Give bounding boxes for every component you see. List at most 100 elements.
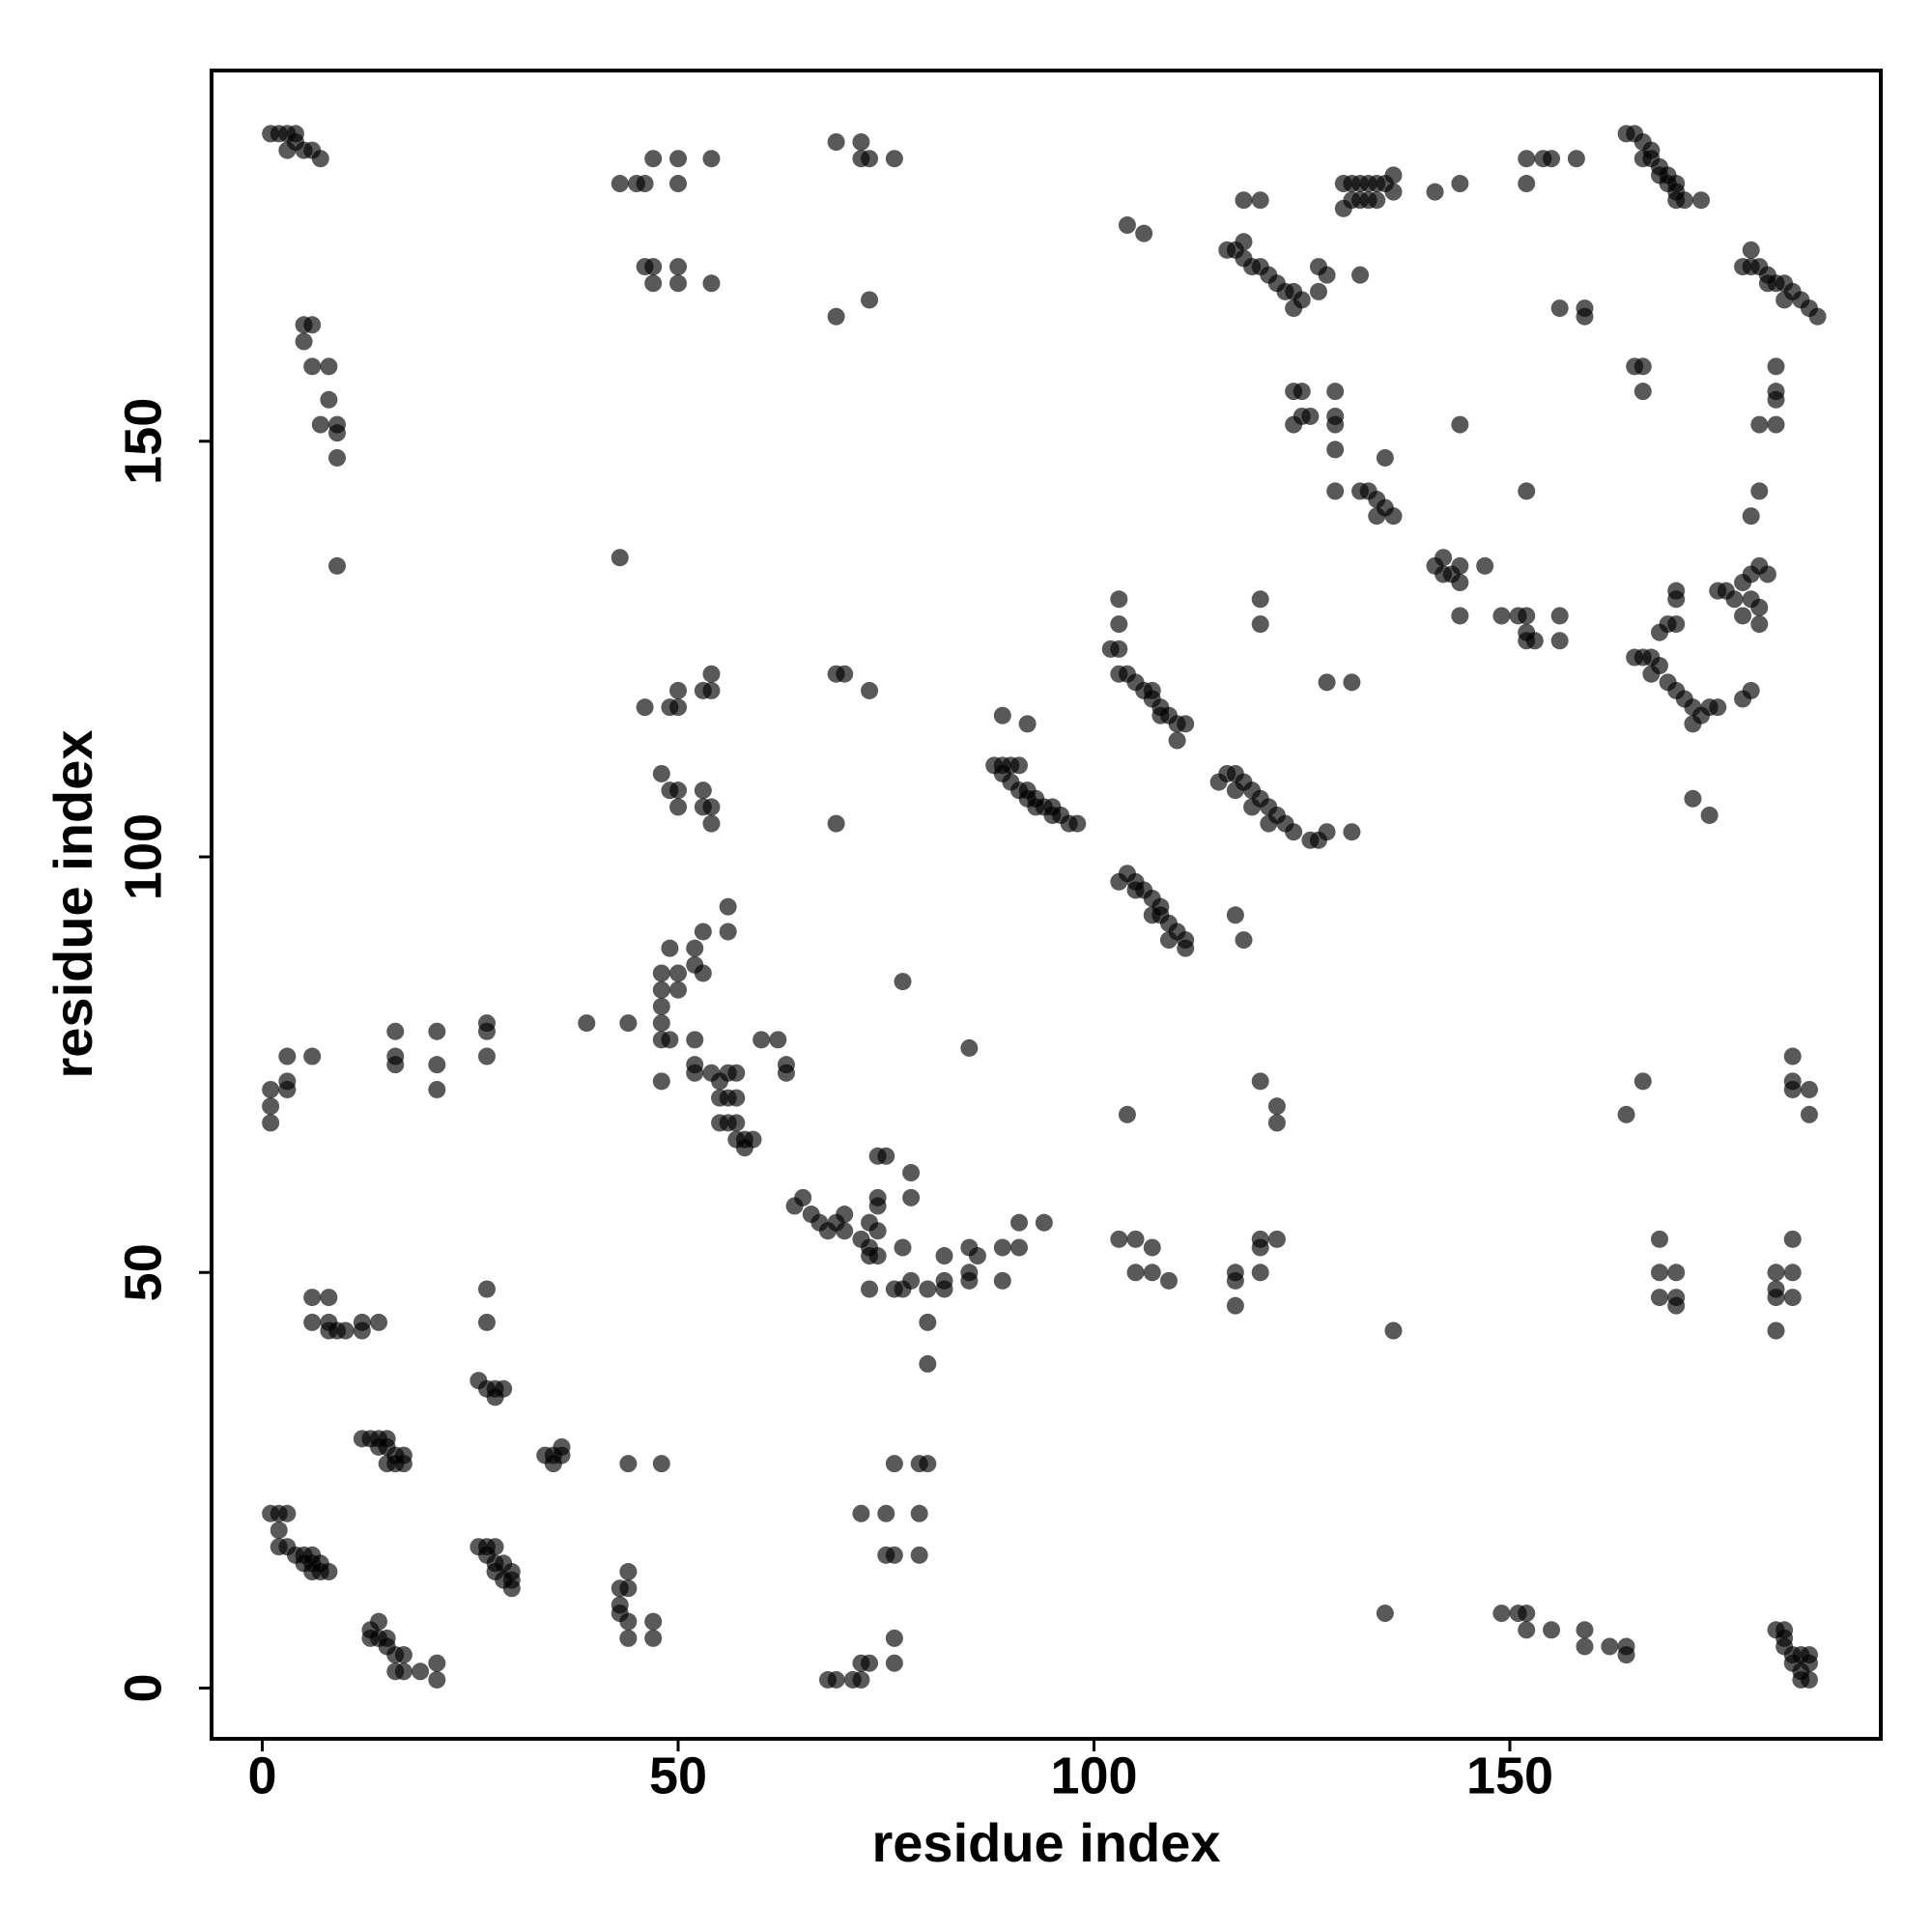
point <box>1267 1230 1286 1248</box>
point <box>428 1670 446 1689</box>
point <box>1800 1080 1818 1098</box>
point <box>1251 1072 1269 1091</box>
point <box>1226 1296 1244 1315</box>
point <box>1110 639 1128 658</box>
point <box>827 307 845 326</box>
point <box>303 357 322 376</box>
point <box>1734 690 1752 708</box>
point <box>1451 415 1469 434</box>
point <box>286 133 304 152</box>
point <box>669 258 688 276</box>
point <box>303 316 322 334</box>
point <box>1384 166 1403 185</box>
point <box>1767 1264 1785 1282</box>
point <box>636 175 654 193</box>
point <box>669 781 688 800</box>
point <box>578 1014 596 1033</box>
point <box>753 1031 771 1049</box>
point <box>619 1014 638 1033</box>
point <box>1758 274 1776 293</box>
point <box>1168 731 1186 750</box>
point <box>861 1280 879 1298</box>
point <box>1267 1114 1286 1132</box>
point <box>1709 698 1727 717</box>
point <box>1285 299 1303 318</box>
point <box>1110 615 1128 634</box>
point <box>320 1289 338 1307</box>
point <box>1027 798 1045 816</box>
point <box>652 997 670 1015</box>
point <box>1783 1654 1802 1672</box>
point <box>827 814 845 833</box>
point <box>885 1455 903 1473</box>
point <box>428 1022 446 1040</box>
point <box>336 1321 355 1340</box>
y-tick-label: 100 <box>114 813 172 900</box>
point <box>278 1080 297 1098</box>
point <box>1343 673 1361 692</box>
point <box>735 1139 753 1157</box>
point <box>1525 632 1544 650</box>
point <box>1617 1646 1635 1664</box>
point <box>1384 1321 1403 1340</box>
point <box>1634 357 1652 376</box>
point <box>669 798 688 816</box>
point <box>861 681 879 699</box>
point <box>1550 607 1569 625</box>
point <box>1384 507 1403 526</box>
point <box>1667 1296 1686 1315</box>
point <box>727 1114 746 1132</box>
point <box>885 1654 903 1672</box>
point <box>477 1022 496 1040</box>
point <box>702 274 721 293</box>
x-axis-label: residue index <box>871 1812 1220 1873</box>
point <box>394 1455 412 1473</box>
point <box>1675 191 1693 210</box>
point <box>836 1222 854 1240</box>
y-tick-label: 0 <box>114 1673 172 1702</box>
point <box>1251 590 1269 609</box>
point <box>993 706 1011 724</box>
point <box>262 1097 280 1116</box>
point <box>386 1022 405 1040</box>
point <box>902 1164 921 1182</box>
point <box>836 1206 854 1224</box>
point <box>303 1047 322 1065</box>
point <box>777 1064 795 1082</box>
point <box>278 1504 297 1522</box>
point <box>1767 415 1785 434</box>
point <box>894 973 912 991</box>
point <box>1143 1264 1161 1282</box>
point <box>303 1313 322 1331</box>
point <box>1159 931 1178 950</box>
point <box>1110 590 1128 609</box>
point <box>861 291 879 309</box>
point <box>1550 632 1569 650</box>
point <box>619 1629 638 1647</box>
point <box>1767 1289 1785 1307</box>
point <box>1543 150 1561 168</box>
point <box>1800 1105 1818 1123</box>
point <box>669 681 688 699</box>
point <box>686 939 704 957</box>
point <box>1518 482 1536 500</box>
point <box>1617 1105 1635 1123</box>
point <box>1783 1047 1802 1065</box>
point <box>1343 823 1361 841</box>
point <box>644 150 663 168</box>
y-tick-label: 150 <box>114 398 172 485</box>
point <box>1235 233 1253 251</box>
point <box>1667 615 1686 634</box>
point <box>652 1455 670 1473</box>
point <box>495 1571 513 1589</box>
point <box>394 1662 412 1681</box>
point <box>836 665 854 683</box>
x-tick-label: 150 <box>1466 1747 1553 1804</box>
point <box>652 1072 670 1091</box>
x-tick-label: 0 <box>247 1747 276 1804</box>
point <box>652 764 670 782</box>
point <box>1518 175 1536 193</box>
point <box>311 415 329 434</box>
point <box>428 1056 446 1074</box>
point <box>1451 607 1469 625</box>
